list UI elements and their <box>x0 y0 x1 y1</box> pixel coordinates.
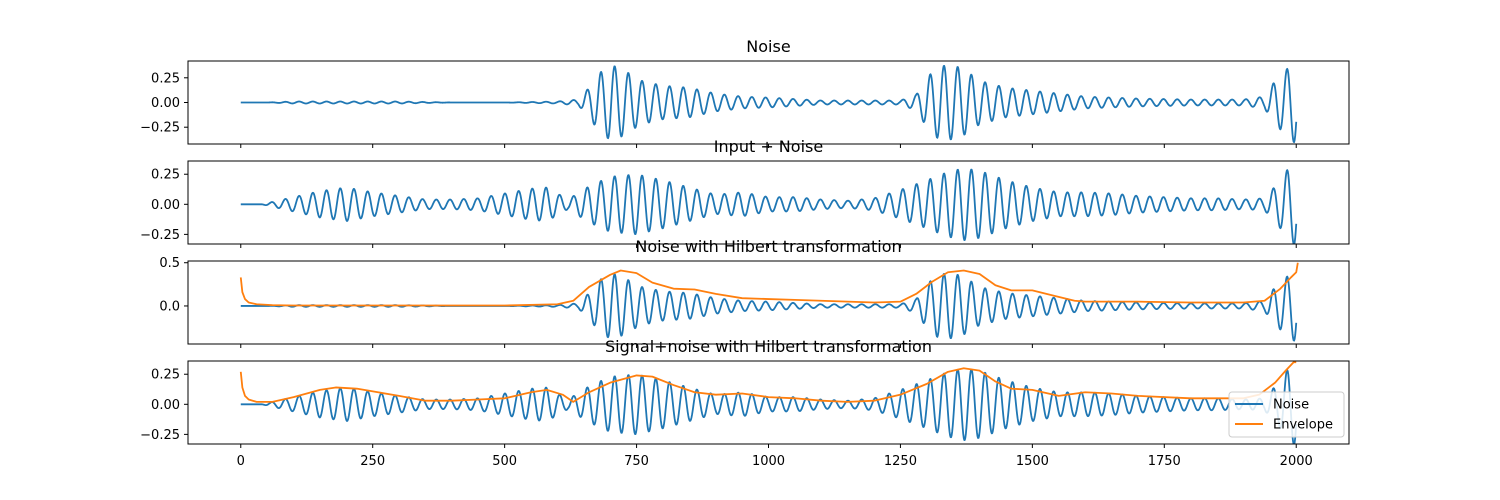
panel-noise: −0.25 0.00 0.25 Noise <box>140 37 1350 148</box>
x-tick-label: 2000 <box>1280 454 1313 469</box>
x-tick-label: 1750 <box>1148 454 1181 469</box>
series-line-noise <box>240 273 1298 342</box>
y-tick-label: −0.25 <box>140 228 180 243</box>
x-tick-label: 1000 <box>752 454 785 469</box>
y-tick-label: 0.0 <box>159 299 180 314</box>
panel-signal-noise-hilbert: −0.25 0.00 0.25 0 250 500 750 1000 1250 1500 1750 2… <box>140 337 1350 469</box>
series-line-noise <box>240 65 1298 144</box>
y-tick-label: 0.25 <box>151 368 180 383</box>
y-tick-label: −0.25 <box>140 121 180 136</box>
panel-title: Input + Noise <box>714 137 823 156</box>
y-tick-label: 0.00 <box>151 96 180 111</box>
y-tick-label: 0.25 <box>151 71 180 86</box>
panel-input-noise: −0.25 0.00 0.25 Input + Noise <box>140 137 1350 248</box>
y-tick-label: −0.25 <box>140 428 180 443</box>
panel-title: Noise <box>746 37 790 56</box>
series-line-envelope <box>239 361 1297 403</box>
y-tick-label: 0.00 <box>151 398 180 413</box>
y-tick-label: 0.5 <box>159 256 180 271</box>
series-line-input_noise <box>240 368 1298 444</box>
x-tick-label: 1500 <box>1016 454 1049 469</box>
legend-label-envelope: Envelope <box>1273 418 1333 433</box>
panel-noise-hilbert: 0.0 0.5 Noise with Hilbert transformation <box>159 237 1350 348</box>
x-tick-label: 0 <box>237 454 245 469</box>
series-line-envelope <box>239 262 1299 307</box>
x-tick-label: 1250 <box>884 454 917 469</box>
panel-title: Noise with Hilbert transformation <box>635 237 901 256</box>
x-tick-label: 750 <box>624 454 649 469</box>
series-line-input_noise <box>240 168 1298 244</box>
legend-label-noise: Noise <box>1273 398 1309 413</box>
panel-title: Signal+noise with Hilbert transformation <box>605 337 932 356</box>
x-tick-label: 250 <box>360 454 385 469</box>
x-tick-label: 500 <box>492 454 517 469</box>
y-tick-label: 0.00 <box>151 198 180 213</box>
y-tick-label: 0.25 <box>151 168 180 183</box>
legend: Noise Envelope <box>1228 391 1345 438</box>
